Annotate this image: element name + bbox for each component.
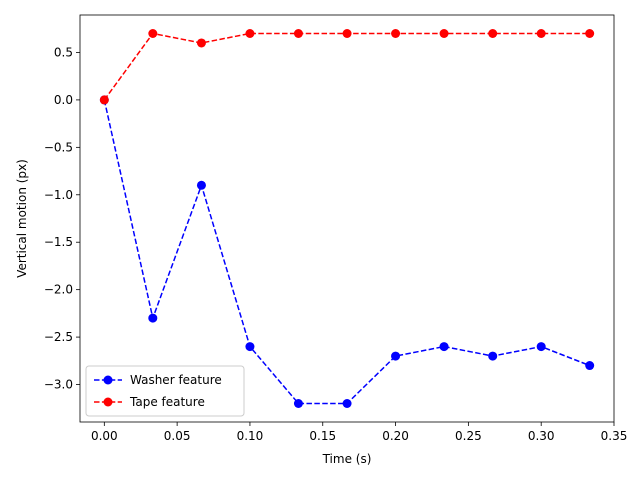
x-tick-label: 0.15 <box>309 429 336 443</box>
washer-feature-point <box>196 180 206 190</box>
y-tick-label: −1.5 <box>44 235 73 249</box>
x-tick-label: 0.30 <box>528 429 555 443</box>
x-tick-label: 0.35 <box>601 429 628 443</box>
washer-feature-point <box>536 342 546 352</box>
tape-feature-point <box>488 29 498 38</box>
y-axis-label: Vertical motion (px) <box>15 159 29 278</box>
legend-tape-feature-label: Tape feature <box>129 395 205 409</box>
x-tick-label: 0.25 <box>455 429 482 443</box>
washer-feature-point <box>148 313 158 323</box>
tape-feature-point <box>196 38 206 48</box>
washer-feature-point <box>439 342 449 352</box>
legend-washer-feature-marker <box>103 375 113 385</box>
y-tick-label: −1.0 <box>44 188 73 202</box>
x-tick-label: 0.05 <box>164 429 191 443</box>
axes-layer: 0.00 0.05 0.10 0.15 0.20 0.25 0.30 0.35 0.5 0.0 −0… <box>44 14 628 443</box>
tape-feature-point <box>148 29 158 38</box>
washer-feature-point <box>245 342 255 352</box>
tape-feature-point <box>293 29 303 38</box>
tape-feature-point <box>245 29 255 38</box>
legend-tape-feature-marker <box>103 397 113 407</box>
legend: Washer feature Tape feature <box>85 365 245 417</box>
y-tick-label: −2.0 <box>44 283 73 297</box>
y-tick-label: 0.0 <box>54 93 73 107</box>
tape-feature-point <box>439 29 449 38</box>
y-tick-label: 0.5 <box>54 45 73 59</box>
plot-background <box>80 15 614 422</box>
y-tick-label: −2.5 <box>44 330 73 344</box>
washer-feature-point <box>585 361 595 371</box>
x-tick-label: 0.10 <box>237 429 264 443</box>
y-tick-label: −0.5 <box>44 140 73 154</box>
tape-feature-point <box>342 29 352 38</box>
legend-box <box>85 365 245 417</box>
y-tick-label: −3.0 <box>44 378 73 392</box>
tape-feature-point <box>536 29 546 38</box>
x-tick-label: 0.00 <box>91 429 118 443</box>
washer-feature-point <box>342 399 352 408</box>
washer-feature-point <box>391 351 401 361</box>
x-axis-label: Time (s) <box>322 452 372 466</box>
tape-feature-point <box>585 29 595 38</box>
x-tick-label: 0.20 <box>382 429 409 443</box>
plot-area <box>80 15 614 422</box>
tape-feature-point <box>99 95 109 105</box>
washer-feature-point <box>293 399 303 408</box>
legend-washer-feature-label: Washer feature <box>130 373 222 387</box>
tape-feature-point <box>391 29 401 38</box>
series-layer <box>99 29 595 408</box>
plot-frame <box>79 14 615 423</box>
washer-feature-point <box>488 351 498 361</box>
